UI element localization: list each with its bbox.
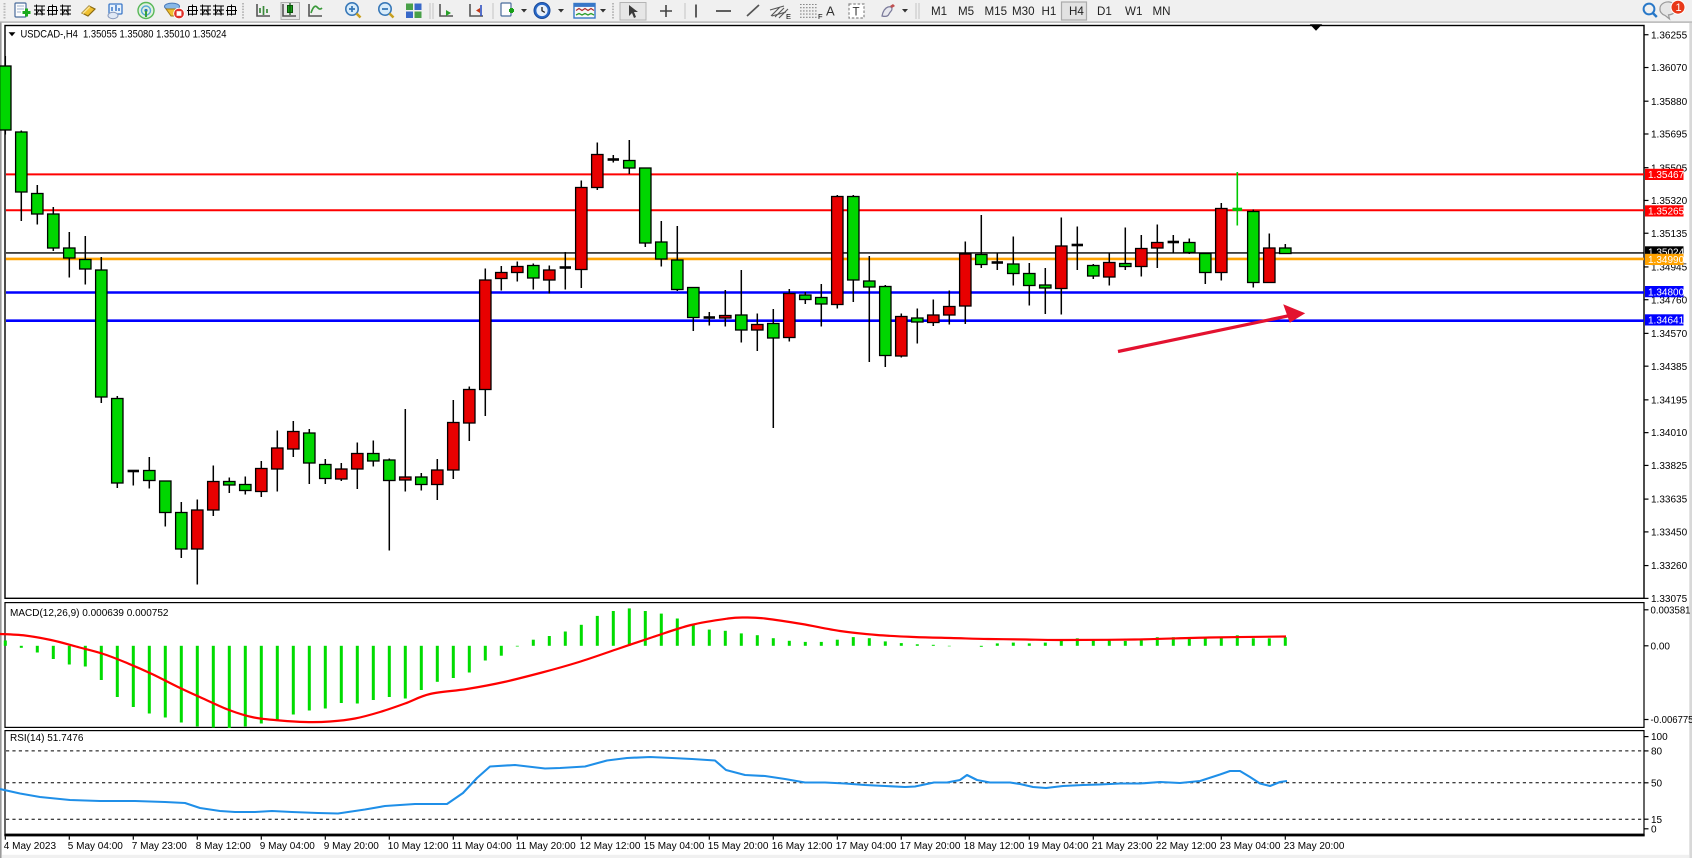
svg-text:0.00: 0.00 (1651, 641, 1671, 652)
svg-text:8 May 12:00: 8 May 12:00 (196, 841, 251, 852)
svg-text:22 May 12:00: 22 May 12:00 (1156, 841, 1217, 852)
svg-text:1.35695: 1.35695 (1651, 130, 1688, 141)
svg-text:1.35467: 1.35467 (1648, 170, 1685, 181)
svg-text:17 May 04:00: 17 May 04:00 (836, 841, 897, 852)
svg-text:11 May 20:00: 11 May 20:00 (516, 841, 576, 852)
svg-text:23 May 20:00: 23 May 20:00 (1284, 841, 1345, 852)
svg-text:12 May 12:00: 12 May 12:00 (580, 841, 641, 852)
svg-text:M5: M5 (958, 5, 974, 18)
svg-text:-0.006775: -0.006775 (1651, 715, 1692, 726)
svg-text:1.34945: 1.34945 (1651, 263, 1688, 274)
svg-text:17 May 20:00: 17 May 20:00 (900, 841, 961, 852)
svg-text:50: 50 (1651, 778, 1663, 789)
svg-text:1.34641: 1.34641 (1648, 316, 1685, 327)
svg-text:23 May 04:00: 23 May 04:00 (1220, 841, 1281, 852)
svg-text:M30: M30 (1012, 5, 1035, 18)
svg-text:1.35135: 1.35135 (1651, 229, 1688, 240)
svg-text:F: F (818, 12, 823, 21)
svg-text:M1: M1 (931, 5, 947, 18)
svg-text:1.34570: 1.34570 (1651, 329, 1688, 340)
svg-text:1.33450: 1.33450 (1651, 527, 1688, 538)
svg-text:1.36255: 1.36255 (1651, 30, 1688, 41)
svg-text:1.33075: 1.33075 (1651, 594, 1688, 605)
svg-text:15: 15 (1651, 815, 1663, 826)
svg-text:1.36070: 1.36070 (1651, 63, 1688, 74)
svg-text:0: 0 (1651, 824, 1657, 835)
svg-text:1.34195: 1.34195 (1651, 395, 1688, 406)
svg-text:100: 100 (1651, 732, 1668, 743)
svg-text:16 May 12:00: 16 May 12:00 (772, 841, 833, 852)
svg-text:9 May 04:00: 9 May 04:00 (260, 841, 315, 852)
svg-text:1.34385: 1.34385 (1651, 362, 1688, 373)
svg-text:1.35265: 1.35265 (1648, 207, 1685, 218)
svg-text:7 May 23:00: 7 May 23:00 (132, 841, 187, 852)
svg-text:1: 1 (1676, 2, 1682, 14)
svg-text:1.34990: 1.34990 (1648, 255, 1685, 266)
svg-text:1.33260: 1.33260 (1651, 561, 1688, 572)
svg-text:9 May 20:00: 9 May 20:00 (324, 841, 379, 852)
svg-text:1.34800: 1.34800 (1648, 287, 1685, 298)
svg-text:4 May 2023: 4 May 2023 (4, 841, 57, 852)
svg-text:1.35024: 1.35024 (1648, 248, 1685, 259)
svg-text:1.33825: 1.33825 (1651, 461, 1688, 472)
svg-text:0.003581: 0.003581 (1651, 605, 1691, 616)
svg-text:T: T (853, 7, 860, 19)
svg-text:H1: H1 (1042, 5, 1057, 18)
svg-text:MN: MN (1153, 5, 1171, 18)
svg-text:18 May 12:00: 18 May 12:00 (964, 841, 1025, 852)
svg-text:21 May 23:00: 21 May 23:00 (1092, 841, 1153, 852)
svg-text:MACD(12,26,9) 0.000639 0.00075: MACD(12,26,9) 0.000639 0.000752 (10, 608, 169, 619)
svg-text:11 May 04:00: 11 May 04:00 (452, 841, 512, 852)
svg-text:10 May 12:00: 10 May 12:00 (388, 841, 449, 852)
svg-text:80: 80 (1651, 747, 1663, 758)
svg-text:1.34760: 1.34760 (1651, 295, 1688, 306)
svg-text:5 May 04:00: 5 May 04:00 (68, 841, 123, 852)
svg-text:H4: H4 (1069, 5, 1084, 18)
svg-text:E: E (786, 12, 791, 21)
svg-text:D1: D1 (1097, 5, 1112, 18)
svg-text:15 May 04:00: 15 May 04:00 (644, 841, 705, 852)
svg-text:19 May 04:00: 19 May 04:00 (1028, 841, 1089, 852)
svg-text:W1: W1 (1125, 5, 1142, 18)
svg-text:M15: M15 (985, 5, 1008, 18)
svg-text:1.33635: 1.33635 (1651, 495, 1688, 506)
svg-text:1.34010: 1.34010 (1651, 428, 1688, 439)
svg-text:1.35505: 1.35505 (1651, 163, 1688, 174)
svg-text:1.35880: 1.35880 (1651, 97, 1688, 108)
svg-text:1.35320: 1.35320 (1651, 196, 1688, 207)
svg-text:A: A (826, 4, 835, 19)
svg-text:USDCAD-,H4 1.35055 1.35080 1.: USDCAD-,H4 1.35055 1.35080 1.35010 1.350… (21, 29, 227, 41)
svg-text:RSI(14) 51.7476: RSI(14) 51.7476 (10, 733, 84, 744)
svg-text:15 May 20:00: 15 May 20:00 (708, 841, 769, 852)
